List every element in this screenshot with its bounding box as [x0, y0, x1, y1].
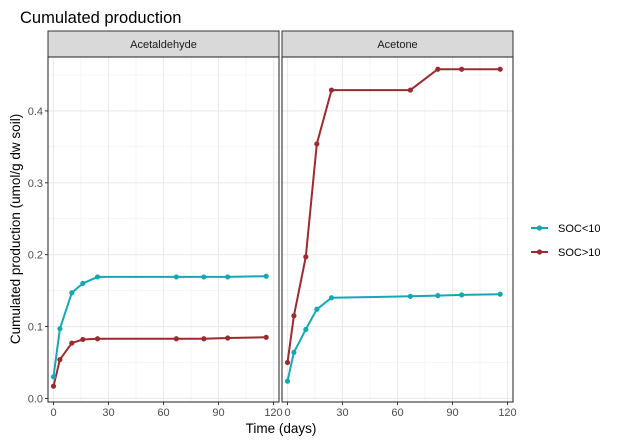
x-tick-label: 30	[336, 407, 348, 419]
facet-panel-acetaldehyde: Acetaldehyde 0 30 60 90 120 0.0 0.1 0.2 0.3 0.4	[28, 30, 283, 419]
data-point	[407, 293, 413, 299]
legend-item-soc-gt-10: SOC>10	[531, 247, 601, 259]
data-point	[291, 349, 297, 356]
data-point	[435, 293, 441, 299]
legend-item-soc-lt-10: SOC<10	[531, 223, 601, 235]
data-point	[50, 374, 57, 380]
data-point	[314, 306, 320, 312]
x-tick-label: 90	[446, 407, 458, 419]
data-point	[263, 273, 269, 279]
data-point	[263, 334, 269, 340]
data-point	[57, 356, 63, 363]
data-point	[201, 274, 207, 280]
data-point	[173, 274, 179, 280]
data-point	[69, 290, 75, 296]
data-point	[459, 292, 465, 298]
data-point	[225, 335, 231, 341]
x-tick-label: 120	[264, 407, 282, 419]
y-tick-label: 0.3	[28, 178, 43, 190]
x-tick-label: 60	[157, 407, 169, 419]
legend-label: SOC<10	[558, 223, 601, 235]
x-tick-label: 0	[284, 407, 290, 419]
data-point	[303, 326, 309, 333]
x-tick-label: 90	[212, 407, 224, 419]
data-point	[328, 295, 335, 301]
data-point	[497, 66, 503, 72]
data-point	[284, 378, 291, 384]
x-tick-label: 0	[50, 407, 56, 419]
facet-strip	[281, 30, 514, 58]
data-point	[94, 274, 101, 280]
chart-title: Cumulated production	[20, 9, 181, 27]
y-tick-label: 0.4	[28, 106, 43, 118]
data-point	[201, 336, 207, 342]
data-point	[284, 359, 291, 366]
y-tick-label: 0.1	[28, 322, 43, 334]
y-tick-label: 0.2	[28, 250, 43, 262]
legend: SOC<10 SOC>10	[531, 223, 601, 259]
x-tick-label: 120	[498, 407, 516, 419]
data-point	[407, 87, 413, 93]
data-point	[173, 336, 179, 342]
data-point	[314, 141, 320, 147]
data-point	[69, 340, 75, 346]
data-point	[50, 383, 57, 389]
data-point	[459, 66, 465, 72]
legend-key-point	[536, 225, 543, 231]
y-axis-title: Cumulated production (umol/g dw soil)	[8, 114, 23, 344]
legend-label: SOC>10	[558, 247, 601, 259]
data-point	[57, 326, 63, 332]
x-tick-label: 30	[102, 407, 114, 419]
y-tick-label: 0.0	[28, 393, 43, 405]
data-point	[435, 66, 441, 72]
data-point	[80, 336, 86, 343]
data-point	[291, 313, 297, 319]
x-tick-label: 60	[391, 407, 403, 419]
data-point	[497, 291, 503, 297]
facet-strip	[47, 30, 280, 58]
data-point	[328, 87, 335, 93]
facet-strip-label: Acetaldehyde	[130, 39, 197, 51]
facet-panel-acetone: Acetone 0 30 60 90 120	[281, 30, 517, 419]
data-point	[80, 280, 86, 287]
data-point	[303, 254, 309, 260]
legend-key-point	[536, 249, 543, 255]
facet-strip-label: Acetone	[377, 39, 417, 51]
data-point	[225, 274, 231, 280]
x-axis-title: Time (days)	[246, 421, 317, 436]
data-point	[94, 336, 101, 342]
